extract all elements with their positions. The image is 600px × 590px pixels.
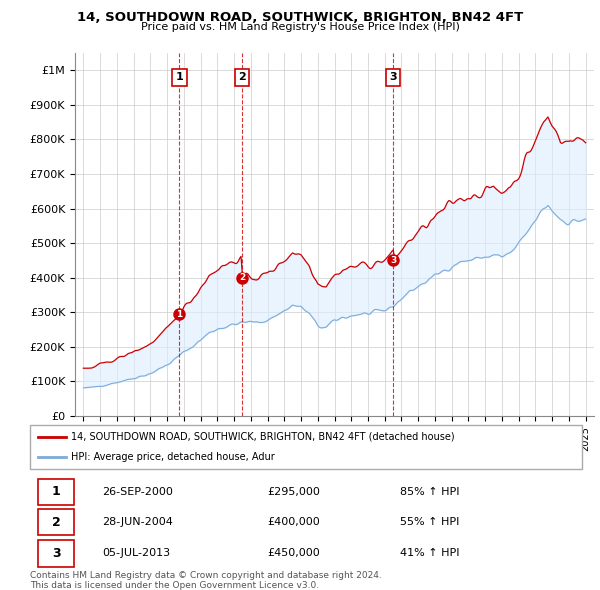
Text: 3: 3 xyxy=(52,547,61,560)
Bar xyxy=(38,478,74,505)
Text: £400,000: £400,000 xyxy=(268,517,320,527)
Text: £295,000: £295,000 xyxy=(268,487,320,497)
Text: 41% ↑ HPI: 41% ↑ HPI xyxy=(400,548,460,558)
Text: This data is licensed under the Open Government Licence v3.0.: This data is licensed under the Open Gov… xyxy=(30,581,319,589)
Text: 2: 2 xyxy=(238,73,246,82)
Bar xyxy=(38,509,74,535)
Text: Price paid vs. HM Land Registry's House Price Index (HPI): Price paid vs. HM Land Registry's House … xyxy=(140,22,460,32)
Text: 05-JUL-2013: 05-JUL-2013 xyxy=(102,548,170,558)
Text: 1: 1 xyxy=(175,73,183,82)
Text: 14, SOUTHDOWN ROAD, SOUTHWICK, BRIGHTON, BN42 4FT: 14, SOUTHDOWN ROAD, SOUTHWICK, BRIGHTON,… xyxy=(77,11,523,24)
Text: 2: 2 xyxy=(239,273,245,282)
Text: 14, SOUTHDOWN ROAD, SOUTHWICK, BRIGHTON, BN42 4FT (detached house): 14, SOUTHDOWN ROAD, SOUTHWICK, BRIGHTON,… xyxy=(71,432,455,442)
Text: £450,000: £450,000 xyxy=(268,548,320,558)
Text: 3: 3 xyxy=(389,73,397,82)
Text: Contains HM Land Registry data © Crown copyright and database right 2024.: Contains HM Land Registry data © Crown c… xyxy=(30,571,382,580)
Text: 1: 1 xyxy=(52,486,61,499)
Text: 2: 2 xyxy=(52,516,61,529)
Text: 85% ↑ HPI: 85% ↑ HPI xyxy=(400,487,460,497)
Text: 55% ↑ HPI: 55% ↑ HPI xyxy=(400,517,459,527)
Text: 28-JUN-2004: 28-JUN-2004 xyxy=(102,517,173,527)
Text: 3: 3 xyxy=(390,256,397,265)
Bar xyxy=(38,540,74,566)
Text: HPI: Average price, detached house, Adur: HPI: Average price, detached house, Adur xyxy=(71,452,275,462)
Text: 1: 1 xyxy=(176,310,182,319)
Text: 26-SEP-2000: 26-SEP-2000 xyxy=(102,487,173,497)
